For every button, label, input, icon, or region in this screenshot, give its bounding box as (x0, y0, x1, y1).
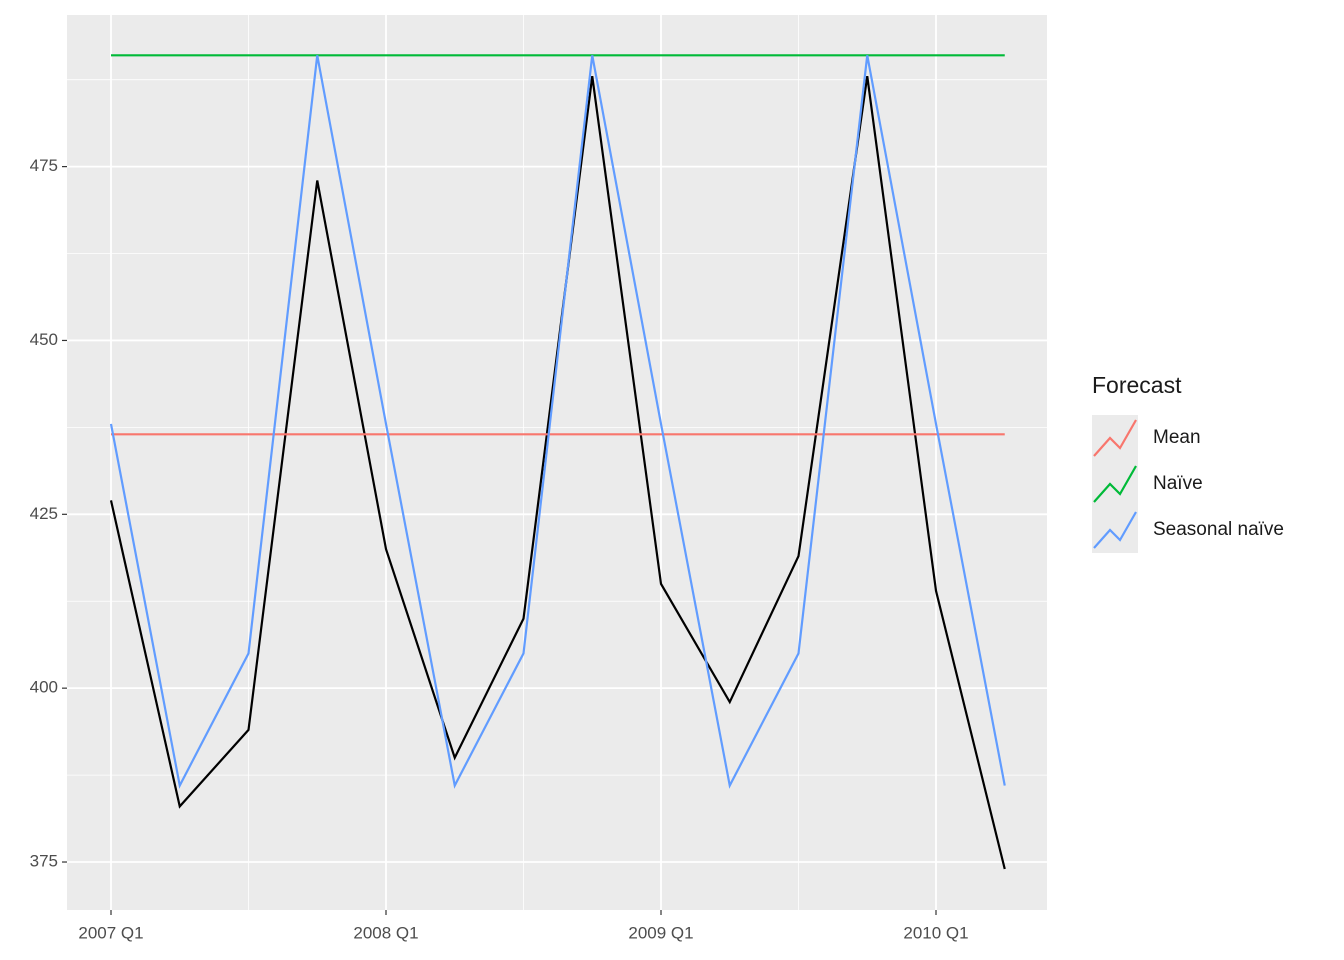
x-tick-label: 2007 Q1 (78, 923, 143, 942)
legend-key (1092, 461, 1138, 507)
x-tick-label: 2008 Q1 (353, 923, 418, 942)
legend-swatch (1093, 511, 1137, 549)
legend-label: Naïve (1153, 473, 1203, 494)
legend-key (1092, 415, 1138, 461)
legend-swatch (1093, 465, 1137, 503)
y-tick-label: 375 (30, 852, 58, 871)
legend-title: Forecast (1092, 372, 1182, 398)
x-tick-label: 2010 Q1 (903, 923, 968, 942)
y-tick-label: 425 (30, 504, 58, 523)
legend-label: Mean (1153, 427, 1201, 448)
y-tick-label: 475 (30, 156, 58, 175)
panel (67, 15, 1047, 910)
legend-label: Seasonal naïve (1153, 519, 1284, 540)
forecast-line (109, 55, 1006, 789)
y-tick-label: 450 (30, 330, 58, 349)
y-tick-label: 400 (30, 678, 58, 697)
legend-key (1092, 507, 1138, 553)
legend-swatch (1093, 419, 1137, 457)
x-tick-label: 2009 Q1 (628, 923, 693, 942)
